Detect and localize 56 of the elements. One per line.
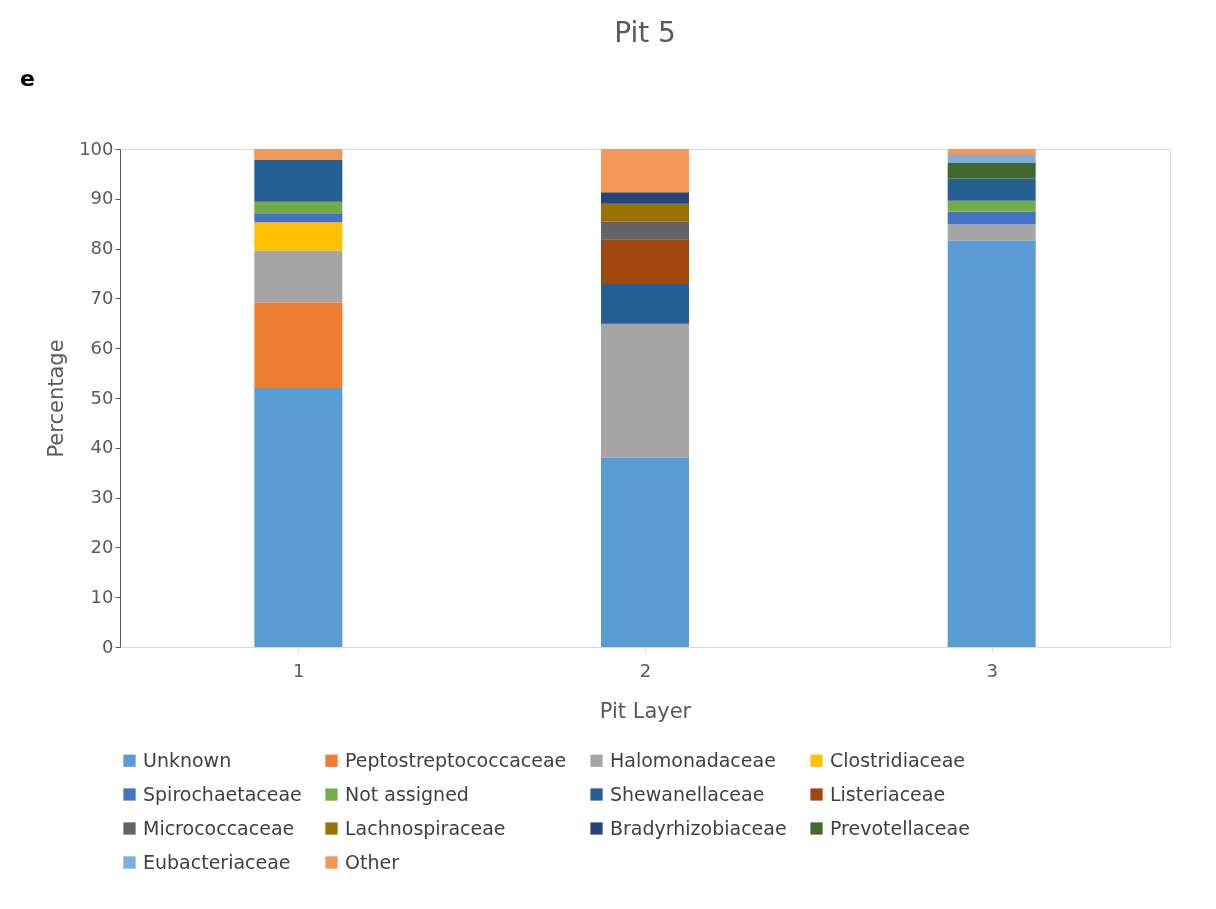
legend-label: Micrococcaceae <box>143 816 295 839</box>
x-tick-label: 2 <box>639 659 652 681</box>
x-tick-label: 1 <box>293 659 305 681</box>
bar <box>601 239 689 284</box>
y-axis-title: Percentage <box>44 339 69 458</box>
bar <box>601 283 689 324</box>
y-tick-label: 10 <box>90 585 114 607</box>
legend-label: Shewanellaceae <box>610 782 765 805</box>
bar <box>601 192 689 204</box>
bar <box>947 200 1036 212</box>
bar <box>601 221 689 240</box>
y-tick-label: 20 <box>90 535 114 557</box>
y-tick-label: 70 <box>90 286 114 308</box>
bar <box>601 203 689 222</box>
bar <box>601 323 689 458</box>
y-tick-label: 30 <box>90 486 114 508</box>
y-tick-label: 90 <box>90 187 114 209</box>
y-tick-label: 40 <box>90 436 114 458</box>
text: e <box>20 66 35 91</box>
legend-label: Halomonadaceae <box>610 748 776 771</box>
legend-label: Unknown <box>143 748 232 771</box>
bar <box>254 149 343 160</box>
x-axis-title: Pit Layer <box>599 698 692 723</box>
legend-label: Spirochaetaceae <box>143 782 302 805</box>
y-tick-label: 50 <box>90 386 114 408</box>
legend-label: Lachnospiraceae <box>345 816 506 839</box>
legend-label: Prevotellaceae <box>830 816 970 839</box>
legend-label: Clostridiaceae <box>830 748 966 771</box>
y-tick-label: 100 <box>79 137 114 159</box>
legend-label: Listeriaceae <box>830 782 946 805</box>
legend-label: Peptostreptococcaceae <box>345 748 567 771</box>
chart-title: Pit 5 <box>614 16 676 49</box>
bar <box>947 149 1036 155</box>
bar <box>947 154 1036 163</box>
y-tick-label: 80 <box>90 237 114 259</box>
legend-label: Eubacteriaceae <box>143 850 291 873</box>
bar <box>601 457 689 647</box>
bar <box>947 178 1036 201</box>
bar <box>254 222 343 251</box>
bar <box>947 240 1036 647</box>
bar <box>947 224 1036 241</box>
y-tick-label: 60 <box>90 336 114 358</box>
bar <box>947 162 1036 179</box>
bar <box>254 388 343 647</box>
bar <box>254 159 343 202</box>
x-tick-label: 3 <box>986 659 998 681</box>
legend-label: Bradyrhizobiaceae <box>610 816 787 839</box>
y-tick-label: 0 <box>102 635 114 657</box>
bar <box>601 149 689 193</box>
bar <box>254 250 343 303</box>
legend-label: Not assigned <box>345 782 469 805</box>
bar <box>254 201 343 214</box>
bar <box>254 302 343 389</box>
legend-label: Other <box>345 850 400 873</box>
bar <box>947 211 1036 225</box>
bar <box>254 213 343 223</box>
